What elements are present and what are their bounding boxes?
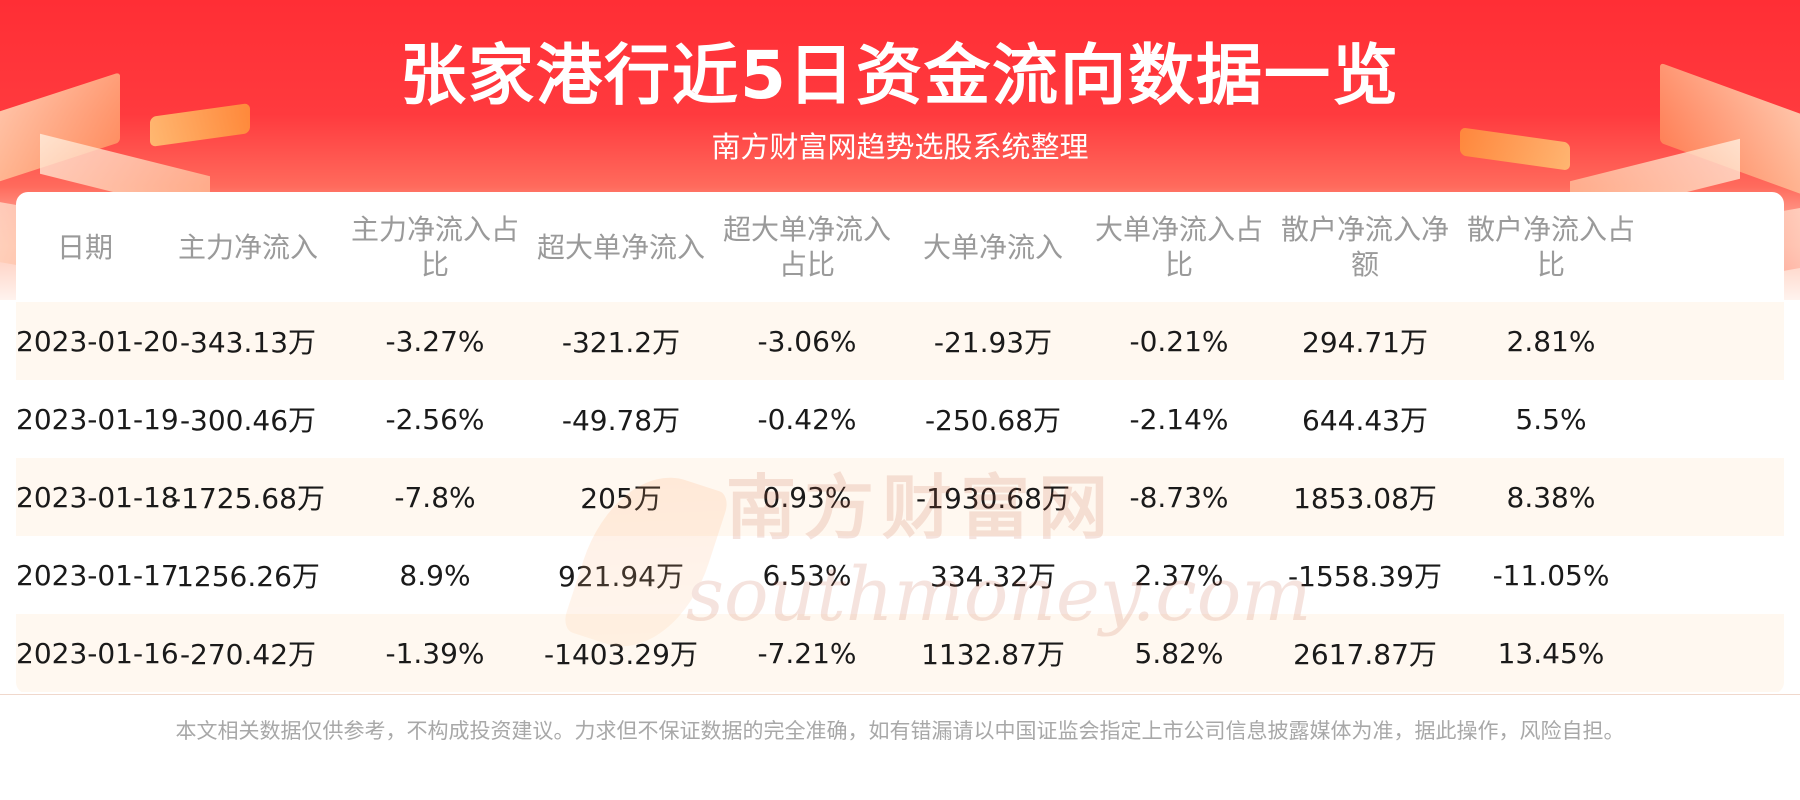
value-cell: -1.39% [342,614,528,692]
value-cell: 205万 [528,458,714,536]
spacer-cell [1644,380,1784,458]
value-cell: -3.06% [714,302,900,380]
value-cell: 5.82% [1086,614,1272,692]
disclaimer-text: 本文相关数据仅供参考，不构成投资建议。力求但不保证数据的完全准确，如有错漏请以中… [175,719,1625,743]
table-row: 2023-01-16 -270.42万 -1.39% -1403.29万 -7.… [16,614,1784,692]
value-cell: -2.14% [1129,402,1229,436]
table-header-row: 日期 主力净流入 主力净流入占比 超大单净流入 超大单净流入占比 大单净流入 大… [16,192,1784,302]
value-cell: 8.38% [1458,458,1644,536]
value-cell: -7.8% [342,458,528,536]
table-row: 2023-01-18 -1725.68万 -7.8% 205万 0.93% -1… [16,458,1784,536]
value-cell: 294.71万 [1272,302,1458,380]
value-cell: 1853.08万 [1272,458,1458,536]
value-cell: 8.9% [399,558,471,592]
value-cell: 6.53% [762,558,852,592]
spacer-cell [1644,614,1784,692]
value-cell: 2.37% [1134,558,1224,592]
value-cell: -343.13万 [154,302,342,380]
value-cell: -250.68万 [924,404,1062,437]
spacer-cell [1644,458,1784,536]
table-row: 2023-01-19 -300.46万 -2.56% -49.78万 -0.42… [16,380,1784,458]
value-cell: 2.81% [1458,302,1644,380]
date-cell: 2023-01-18 [16,458,179,536]
value-cell: 644.43万 [1302,404,1428,437]
value-cell: -300.46万 [179,404,317,437]
table-row: 2023-01-20 -343.13万 -3.27% -321.2万 -3.06… [16,302,1784,380]
date-cell: 2023-01-19 [16,402,179,436]
date-cell: 2023-01-16 [16,614,179,692]
column-header: 散户净流入净额 [1280,213,1449,281]
spacer-cell [1644,536,1784,614]
column-header: 超大单净流入占比 [722,213,891,281]
table-row: 2023-01-17 1256.26万 8.9% 921.94万 6.53% 3… [16,536,1784,614]
spacer-cell [1644,302,1784,380]
footer-divider [0,694,1800,695]
value-cell: 0.93% [714,458,900,536]
value-cell: -0.42% [757,402,857,436]
date-cell: 2023-01-17 [16,558,179,592]
value-cell: -1725.68万 [154,458,342,536]
value-cell: -7.21% [714,614,900,692]
value-cell: -1403.29万 [528,614,714,692]
value-cell: -270.42万 [154,614,342,692]
fund-flow-table: 日期 主力净流入 主力净流入占比 超大单净流入 超大单净流入占比 大单净流入 大… [16,192,1784,692]
value-cell: 2617.87万 [1272,614,1458,692]
value-cell: 921.94万 [558,560,684,593]
page-subtitle: 南方财富网趋势选股系统整理 [711,130,1089,164]
column-header: 大单净流入 [922,230,1063,264]
value-cell: 13.45% [1458,614,1644,692]
data-card: 日期 主力净流入 主力净流入占比 超大单净流入 超大单净流入占比 大单净流入 大… [16,192,1784,694]
value-cell: -2.56% [385,402,485,436]
column-header-spacer [1644,192,1784,302]
column-header: 大单净流入占比 [1094,213,1263,281]
column-header: 超大单净流入 [536,230,705,264]
page-title: 张家港行近5日资金流向数据一览 [400,37,1400,114]
value-cell: 5.5% [1515,402,1587,436]
value-cell: -3.27% [342,302,528,380]
value-cell: 334.32万 [930,560,1056,593]
value-cell: 1256.26万 [176,560,320,593]
column-header: 主力净流入占比 [350,213,519,281]
column-header: 主力净流入 [177,230,318,264]
value-cell: -49.78万 [561,404,681,437]
column-header: 散户净流入占比 [1466,213,1635,281]
value-cell: -11.05% [1492,558,1610,592]
value-cell: -321.2万 [528,302,714,380]
value-cell: -1558.39万 [1288,560,1442,593]
value-cell: -21.93万 [900,302,1086,380]
column-header: 日期 [56,230,113,264]
value-cell: -0.21% [1086,302,1272,380]
value-cell: -1930.68万 [900,458,1086,536]
date-cell: 2023-01-20 [16,302,179,380]
value-cell: -8.73% [1086,458,1272,536]
value-cell: 1132.87万 [900,614,1086,692]
